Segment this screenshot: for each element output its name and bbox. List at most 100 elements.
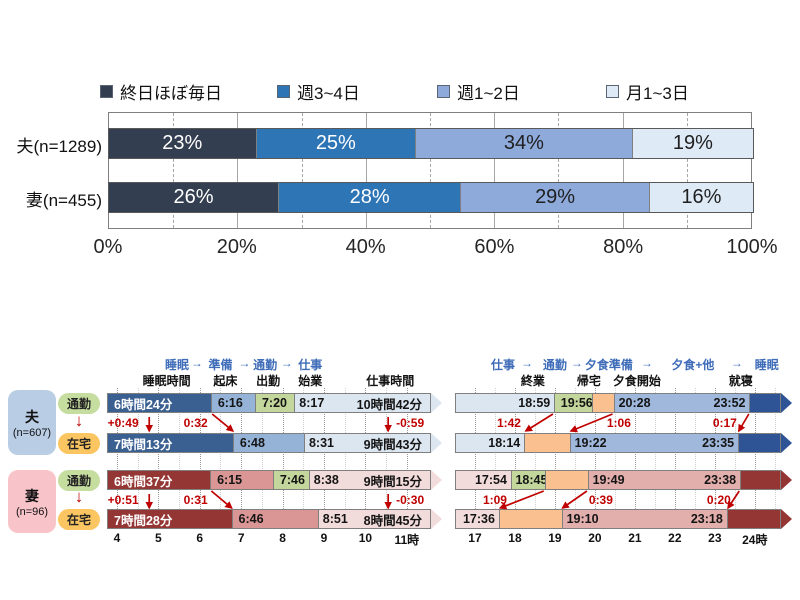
difference-label: 0:20 [706,493,731,507]
arrow-tip-icon [431,393,442,413]
segment-label: 19:22 [574,436,607,450]
timeline-segment: 19:10 23:18 [561,509,728,529]
group-sample-size: (n=96) [15,505,49,518]
timeline-segment: 6:46 [231,509,319,529]
timeline-segment [726,509,781,529]
timeline-segment [592,393,615,413]
arrow-tip-icon [781,470,792,490]
column-label: 終業 [520,374,545,388]
segment-label: 7:46 [279,473,305,487]
segment-label: 19:10 [566,512,599,526]
stage-label: 夕食+他 [671,358,715,372]
legend-swatch-icon [437,85,450,98]
bar-segment: 23% [109,129,256,158]
arrow-tip-icon [781,393,792,413]
timeline-segment [498,509,563,529]
segment-label: 6:48 [239,436,265,450]
bar-segment: 26% [109,183,279,212]
gridline [301,113,303,228]
axis-tick: 24時 [742,533,768,547]
gridline [323,388,325,529]
timeline-segment: 6:48 [232,433,305,453]
timeline-segment: 19:49 23:38 [587,470,742,490]
difference-label: 0:17 [712,416,737,430]
group-name: 夫 [25,408,39,425]
mode-pill-commute: 通勤 [58,393,100,414]
timeline-segment [544,470,589,490]
down-arrow-icon: ↓ [74,411,84,430]
group-box-wife: 妻 (n=96) [8,470,56,533]
gridline [622,113,624,228]
segment-label: 6:16 [217,396,243,410]
timeline-segment: 8:38 9時間15分 [308,470,431,490]
stage-label: 準備 [208,358,233,372]
axis-tick: 11時 [394,533,420,547]
segment-label: 8:38 [313,473,339,487]
timeline-segment: 17:36 [455,509,500,529]
gridline [514,388,516,529]
difference-arrow-icon [524,413,554,432]
column-label: 帰宅 [576,374,601,388]
timeline-segment: 19:22 23:35 [569,433,740,453]
arrow-tip-icon [431,433,442,453]
gridline [430,113,431,228]
arrow-tip-icon [781,433,792,453]
segment-label: 20:28 [618,396,651,410]
stacked-bar-plot: 23% 25% 34% 19% 26% 28% 29% 16% [108,112,754,229]
evening-timeline-chart: 仕事 → 通勤 → 夕食準備 → 夕食+他 → 睡眠 終業 帰宅 夕食開始 就寝 18:59 19:56 20… [455,355,800,560]
axis-tick: 6 [196,531,204,545]
mode-pill-home: 在宅 [58,509,100,530]
legend-item: 週1~2日 [437,79,520,104]
mode-pill-home: 在宅 [58,433,100,454]
stage-arrow-icon: → [280,356,293,370]
timeline-segment: 19:56 [554,393,594,413]
timeline-segment: 7時間28分 [107,509,233,529]
segment-label: 6:46 [238,512,264,526]
difference-label: +0:51 [107,493,139,507]
stage-label: 睡眠 [164,358,189,372]
gridline [241,388,243,529]
timeline-segment: 7:46 [272,470,310,490]
segment-label: 6時間24分 [114,397,173,412]
legend-swatch-icon [100,85,113,98]
gridline [344,388,346,529]
segment-label: 7時間28分 [114,513,173,528]
segment-label: 23:18 [690,512,723,526]
gridline [282,388,284,529]
timeline-segment: 18:45 [510,470,546,490]
axis-tick: 4 [113,531,121,545]
gridline [179,388,181,529]
segment-label: 8:17 [299,396,325,410]
gridline [694,388,696,529]
segment-label: 17:54 [474,473,507,487]
gridline [686,113,688,228]
gridline [634,388,636,529]
morning-timeline-chart: 睡眠 → 準備 → 通勤 → 仕事 睡眠時間 起床 出勤 始業 仕事時間 6時間24分 6:16 7:20 8… [107,355,455,560]
segment-label: 23:52 [713,396,746,410]
timeline-segment [740,470,781,490]
legend-swatch-icon [606,85,619,98]
column-label: 就寝 [728,374,753,388]
gridline [303,388,305,529]
difference-label: -0:59 [396,416,425,430]
gridline [365,388,367,529]
bar-segment: 29% [460,183,649,212]
column-label: 睡眠時間 [142,374,191,388]
timeline-segment: 8:17 10時間42分 [294,393,431,413]
axis-tick: 18 [508,531,522,545]
gridline [199,388,201,529]
gridline [654,388,656,529]
gridline [674,388,676,529]
timeline-segment: 6:16 [210,393,256,413]
segment-label: 8:31 [308,436,335,450]
axis-tick: 17 [468,531,482,545]
stage-label: 睡眠 [754,358,779,372]
timeline-segment [749,393,781,413]
difference-label: 0:31 [183,493,208,507]
gridline [116,388,118,529]
gridline [474,388,476,529]
category-label: 妻(n=455) [25,191,102,210]
segment-label: 8時間45分 [363,513,422,528]
difference-label: -0:30 [396,493,425,507]
timeline-segment: 6時間37分 [107,470,212,490]
